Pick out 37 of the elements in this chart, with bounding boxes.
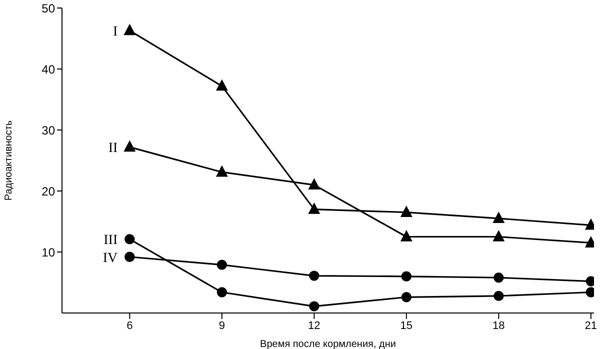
point xyxy=(401,271,412,282)
point xyxy=(493,230,504,242)
point xyxy=(216,80,228,91)
x-tick-label: 18 xyxy=(492,320,505,332)
point xyxy=(124,234,135,244)
point xyxy=(401,292,412,302)
point xyxy=(124,252,135,262)
x-axis-title: Время после кормления, дни xyxy=(260,339,396,349)
point xyxy=(216,166,228,177)
point xyxy=(124,24,136,36)
x-tick-label: 12 xyxy=(308,320,320,332)
y-tick-label: 20 xyxy=(42,184,56,198)
point xyxy=(400,230,412,242)
point xyxy=(216,287,228,298)
y-axis-title: Радиоактивность xyxy=(4,120,15,201)
point xyxy=(308,178,320,190)
series-label: IV xyxy=(102,250,118,266)
point xyxy=(309,270,320,281)
x-tick-label: 21 xyxy=(584,320,598,332)
point xyxy=(124,140,136,152)
point xyxy=(309,301,320,312)
y-tick-label: 30 xyxy=(42,123,56,138)
point xyxy=(308,203,320,214)
x-tick-label: 15 xyxy=(400,320,413,332)
point xyxy=(216,260,228,270)
point xyxy=(400,206,412,217)
point xyxy=(494,272,504,283)
x-tick-label: 9 xyxy=(218,320,225,332)
y-tick-label: 10 xyxy=(42,245,56,260)
point xyxy=(493,212,504,224)
point xyxy=(494,290,504,302)
series-label: III xyxy=(104,233,118,248)
y-tick-label: 40 xyxy=(42,62,56,76)
series-label: I xyxy=(112,24,118,40)
series-label: II xyxy=(108,141,118,156)
x-tick-label: 6 xyxy=(126,320,133,332)
y-tick-label: 50 xyxy=(42,1,56,16)
